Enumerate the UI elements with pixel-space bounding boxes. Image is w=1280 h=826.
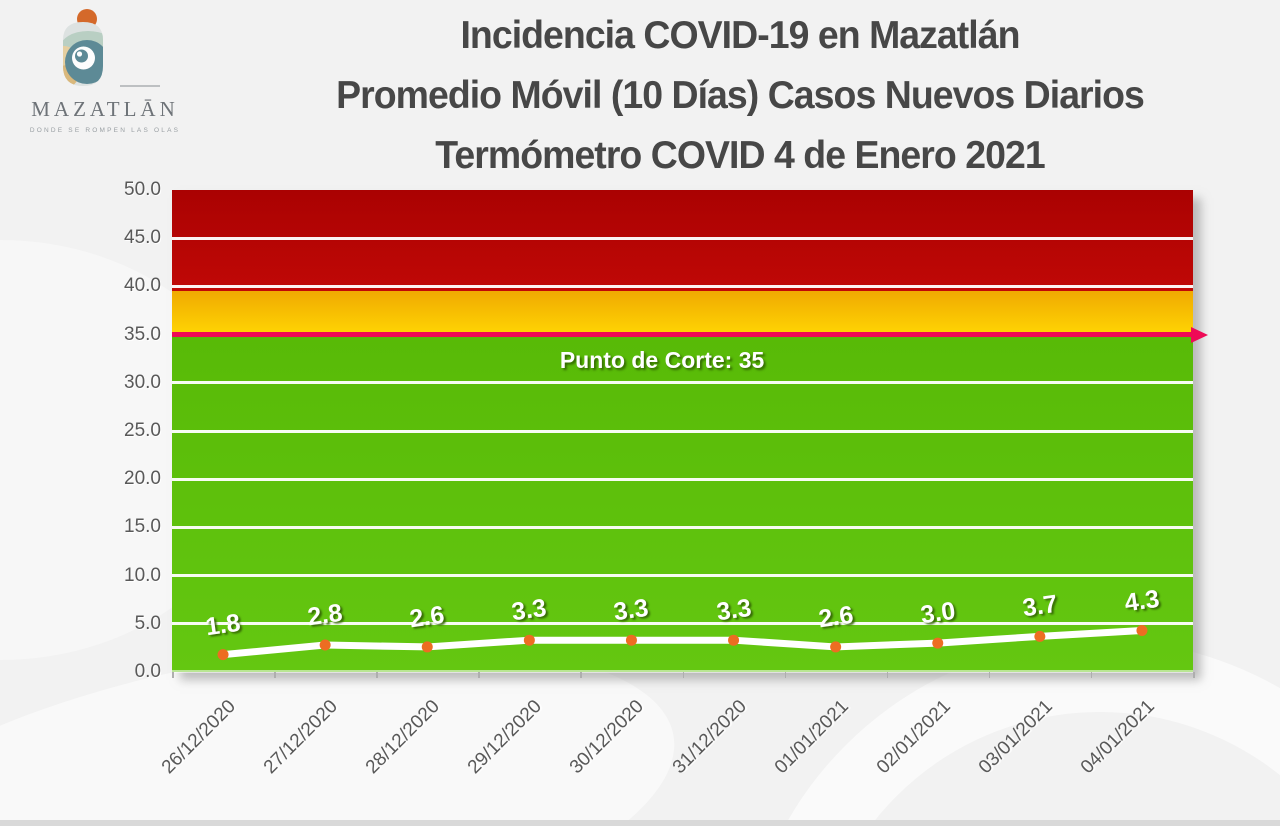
data-point-marker-3 bbox=[523, 634, 535, 646]
y-axis-label-20.0: 20.0 bbox=[124, 468, 161, 490]
gridline-45 bbox=[172, 236, 1193, 240]
chart-plot-area: Punto de Corte: 35 1.8 2.8 2.6 3.3 3.3 3.3 2.6 3… bbox=[172, 190, 1208, 673]
data-point-marker-6 bbox=[830, 641, 842, 653]
series-polyline bbox=[219, 627, 1146, 659]
series-line bbox=[217, 625, 1148, 661]
data-point-marker-8 bbox=[1034, 630, 1046, 642]
x-axis-tick bbox=[1090, 672, 1093, 678]
x-axis-tick bbox=[784, 672, 787, 678]
cutoff-arrow-icon bbox=[1191, 326, 1208, 343]
data-point-marker-2 bbox=[421, 641, 433, 653]
x-axis-tick bbox=[580, 672, 582, 678]
gridline-10 bbox=[172, 574, 1193, 578]
bottom-edge-strip bbox=[0, 820, 1280, 826]
chart-title-line-1: Incidencia COVID-19 en Mazatlán bbox=[460, 14, 1020, 57]
y-axis-label-5.0: 5.0 bbox=[134, 612, 161, 634]
chart-title-line-2: Promedio Móvil (10 Días) Casos Nuevos Di… bbox=[336, 74, 1145, 117]
gridline-40 bbox=[172, 284, 1193, 288]
zone-red bbox=[172, 190, 1193, 292]
y-axis-label-0.0: 0.0 bbox=[134, 661, 161, 682]
data-point-marker-9 bbox=[1136, 625, 1148, 637]
data-point-marker-0 bbox=[217, 649, 229, 661]
x-axis-tick bbox=[886, 672, 889, 678]
x-axis-tick bbox=[478, 672, 480, 678]
chart-title-line-3: Termómetro COVID 4 de Enero 2021 bbox=[435, 134, 1045, 177]
x-axis-tick bbox=[682, 672, 684, 678]
chart-title-block: Incidencia COVID-19 en Mazatlán Promedio… bbox=[225, 6, 1255, 186]
x-axis-label-9: 04/01/2021 bbox=[1076, 696, 1159, 779]
x-axis-tick bbox=[376, 672, 378, 678]
mazatlan-emblem-icon bbox=[62, 9, 103, 86]
mazatlan-logo: MAZATLĀN DONDE SE ROMPEN LAS OLAS bbox=[20, 8, 190, 134]
data-point-marker-5 bbox=[728, 634, 740, 646]
x-axis-tick bbox=[274, 672, 276, 678]
cutoff-line bbox=[172, 332, 1193, 338]
y-axis-label-50.0: 50.0 bbox=[124, 179, 161, 200]
gridline-0 bbox=[172, 670, 1193, 673]
data-point-marker-7 bbox=[932, 637, 944, 649]
zone-yellow bbox=[172, 291, 1193, 335]
cutoff-label: Punto de Corte: 35 bbox=[559, 346, 765, 373]
y-axis-label-40.0: 40.0 bbox=[124, 275, 161, 297]
y-axis-label-10.0: 10.0 bbox=[124, 564, 161, 586]
data-point-marker-4 bbox=[625, 634, 637, 646]
y-axis-label-35.0: 35.0 bbox=[124, 323, 161, 345]
gridline-30 bbox=[172, 381, 1193, 385]
gridline-5 bbox=[172, 622, 1193, 626]
logo-divider bbox=[120, 85, 161, 87]
logo-wordmark: MAZATLĀN bbox=[31, 97, 179, 121]
y-axis-label-45.0: 45.0 bbox=[124, 227, 161, 249]
gridline-15 bbox=[172, 525, 1193, 529]
x-axis-tick bbox=[172, 672, 174, 678]
gridline-25 bbox=[172, 429, 1193, 433]
gridline-20 bbox=[172, 477, 1193, 481]
y-axis-label-15.0: 15.0 bbox=[124, 516, 161, 538]
x-axis-tick bbox=[988, 672, 991, 678]
y-axis-label-25.0: 25.0 bbox=[124, 420, 161, 441]
logo-tagline: DONDE SE ROMPEN LAS OLAS bbox=[29, 127, 181, 134]
x-axis-tick bbox=[1193, 672, 1195, 678]
zone-green bbox=[172, 334, 1193, 672]
y-axis-label-30.0: 30.0 bbox=[124, 371, 161, 393]
data-point-marker-1 bbox=[319, 639, 331, 651]
